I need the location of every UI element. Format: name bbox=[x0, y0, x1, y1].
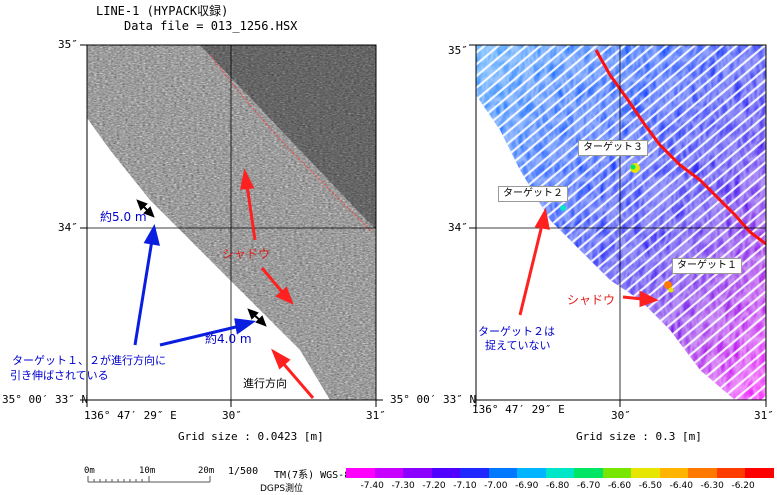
right-grid-size: Grid size : 0.3 [m] bbox=[576, 430, 702, 443]
color-scale-label: -7.40 bbox=[360, 481, 384, 491]
left-lat-mid: 34″ bbox=[58, 221, 78, 234]
note-right-line1: ターゲット２は bbox=[478, 325, 555, 338]
left-lon-right: 31″ bbox=[366, 409, 386, 422]
bathymetry-image bbox=[476, 45, 766, 400]
left-lon-left: 136° 47′ 29″ E bbox=[84, 409, 177, 422]
width-label-bottom: 約4.0 m bbox=[205, 332, 252, 346]
color-scale-label: -7.20 bbox=[422, 481, 446, 491]
color-scale-label: -6.70 bbox=[576, 481, 601, 491]
right-lon-mid: 30″ bbox=[611, 409, 631, 422]
note-left-line2: 引き伸ばされている bbox=[10, 369, 109, 382]
scale-bar bbox=[87, 476, 211, 483]
shadow-arrows-left bbox=[240, 168, 315, 399]
left-lat-top: 35″ bbox=[58, 38, 78, 51]
color-scale-label: -6.50 bbox=[638, 481, 663, 491]
left-lat-bottom: 35° 00′ 33″ N bbox=[2, 393, 89, 406]
color-swatch bbox=[346, 468, 376, 478]
width-arrow-bottom bbox=[247, 308, 267, 327]
shadow-label-right: シャドウ bbox=[567, 293, 616, 307]
target1-label: ターゲット１ bbox=[672, 258, 742, 274]
color-swatch bbox=[517, 468, 547, 478]
color-swatch bbox=[460, 468, 490, 478]
color-swatch bbox=[374, 468, 404, 478]
projection-label: TM(7系) WGS-84 bbox=[274, 470, 357, 481]
right-lon-left: 136° 47′ 29″ E bbox=[472, 403, 565, 416]
color-swatch bbox=[688, 468, 718, 478]
color-swatch bbox=[403, 468, 433, 478]
color-scale-label: -6.60 bbox=[607, 481, 632, 491]
left-lon-mid: 30″ bbox=[222, 409, 242, 422]
color-swatch bbox=[716, 468, 746, 478]
right-lon-right: 31″ bbox=[754, 409, 774, 422]
right-lat-mid: 34″ bbox=[448, 221, 468, 234]
color-swatch bbox=[488, 468, 518, 478]
color-scale-label: -7.30 bbox=[391, 481, 415, 491]
color-scale-label: -6.40 bbox=[669, 481, 693, 491]
scale-tick-10: 10m bbox=[139, 466, 156, 476]
color-swatch bbox=[659, 468, 689, 478]
target2-label: ターゲット２ bbox=[498, 186, 568, 202]
color-swatch bbox=[631, 468, 661, 478]
color-swatch bbox=[745, 468, 775, 478]
color-scale-label: -6.30 bbox=[700, 481, 724, 491]
color-scale-label: -6.90 bbox=[515, 481, 539, 491]
data-file-label: Data file = 013_1256.HSX bbox=[124, 19, 298, 33]
color-scale-label: -6.80 bbox=[546, 481, 570, 491]
target3-label: ターゲット３ bbox=[578, 140, 648, 156]
right-lat-bottom: 35° 00′ 33″ N bbox=[390, 393, 477, 406]
color-scale-label: -6.20 bbox=[731, 481, 755, 491]
direction-label: 進行方向 bbox=[243, 377, 287, 390]
target-arrows-right bbox=[518, 207, 659, 316]
shadow-label-left: シャドウ bbox=[222, 247, 271, 261]
note-right-line2: 捉えていない bbox=[485, 339, 551, 352]
left-grid-size: Grid size : 0.0423 [m] bbox=[178, 430, 324, 443]
color-swatch bbox=[545, 468, 575, 478]
width-arrow-top bbox=[136, 199, 155, 218]
color-swatch bbox=[574, 468, 604, 478]
right-lat-top: 35″ bbox=[448, 44, 468, 57]
line-label: LINE-1 (HYPACK収録) bbox=[96, 4, 229, 18]
blue-arrows bbox=[133, 224, 256, 347]
scale-tick-20: 20m bbox=[198, 466, 215, 476]
color-swatch bbox=[431, 468, 461, 478]
note-left-line1: ターゲット１、２が進行方向に bbox=[12, 354, 166, 367]
color-scale-label: -7.00 bbox=[484, 481, 508, 491]
color-scale-label: -7.10 bbox=[453, 481, 477, 491]
scale-ratio: 1/500 bbox=[228, 466, 259, 477]
positioning-label: DGPS測位 bbox=[260, 484, 304, 494]
width-label-top: 約5.0 m bbox=[100, 210, 147, 224]
scale-tick-0: 0m bbox=[84, 466, 95, 476]
color-swatch bbox=[602, 468, 632, 478]
